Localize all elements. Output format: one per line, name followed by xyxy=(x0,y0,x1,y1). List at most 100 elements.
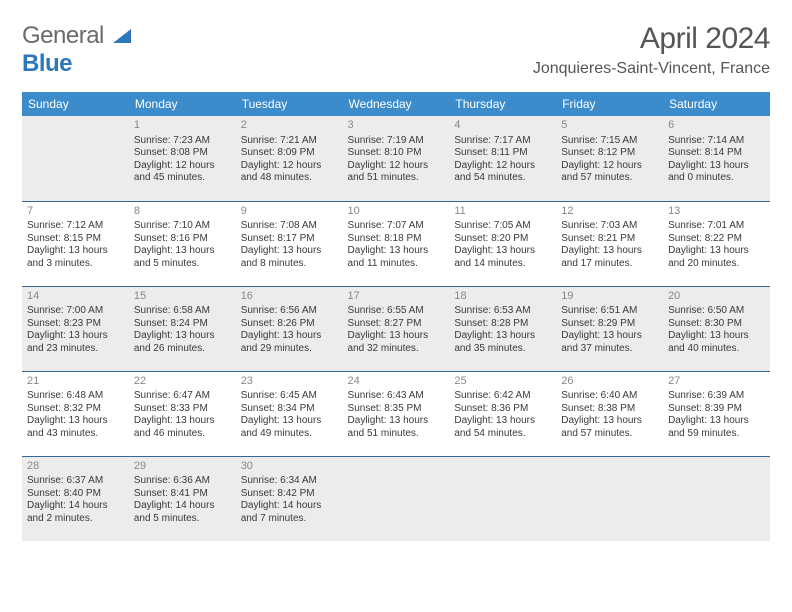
sunrise-text: Sunrise: 6:50 AM xyxy=(668,305,765,318)
daylight-text: Daylight: 13 hours and 32 minutes. xyxy=(348,330,445,355)
day-number: 18 xyxy=(454,290,551,304)
calendar-row: 7Sunrise: 7:12 AMSunset: 8:15 PMDaylight… xyxy=(22,201,770,286)
sunset-text: Sunset: 8:15 PM xyxy=(27,233,124,246)
daylight-text: Daylight: 14 hours and 5 minutes. xyxy=(134,500,231,525)
weekday-header: Saturday xyxy=(663,92,770,116)
daylight-text: Daylight: 12 hours and 51 minutes. xyxy=(348,160,445,185)
day-number: 4 xyxy=(454,119,551,133)
day-number: 19 xyxy=(561,290,658,304)
sunrise-text: Sunrise: 6:42 AM xyxy=(454,390,551,403)
sunset-text: Sunset: 8:36 PM xyxy=(454,403,551,416)
sunrise-text: Sunrise: 7:07 AM xyxy=(348,220,445,233)
calendar-cell: 13Sunrise: 7:01 AMSunset: 8:22 PMDayligh… xyxy=(663,201,770,286)
calendar-cell: 19Sunrise: 6:51 AMSunset: 8:29 PMDayligh… xyxy=(556,286,663,371)
sunrise-text: Sunrise: 6:48 AM xyxy=(27,390,124,403)
daylight-text: Daylight: 13 hours and 43 minutes. xyxy=(27,415,124,440)
sunrise-text: Sunrise: 6:55 AM xyxy=(348,305,445,318)
header: General Blue April 2024 Jonquieres-Saint… xyxy=(22,22,770,78)
sunrise-text: Sunrise: 7:01 AM xyxy=(668,220,765,233)
day-number: 7 xyxy=(27,205,124,219)
sunset-text: Sunset: 8:09 PM xyxy=(241,147,338,160)
day-number: 29 xyxy=(134,460,231,474)
day-number: 6 xyxy=(668,119,765,133)
weekday-header: Tuesday xyxy=(236,92,343,116)
sunset-text: Sunset: 8:39 PM xyxy=(668,403,765,416)
day-number: 30 xyxy=(241,460,338,474)
calendar-cell xyxy=(22,116,129,201)
daylight-text: Daylight: 14 hours and 7 minutes. xyxy=(241,500,338,525)
sunrise-text: Sunrise: 7:03 AM xyxy=(561,220,658,233)
sunrise-text: Sunrise: 7:08 AM xyxy=(241,220,338,233)
sunset-text: Sunset: 8:10 PM xyxy=(348,147,445,160)
calendar-cell: 12Sunrise: 7:03 AMSunset: 8:21 PMDayligh… xyxy=(556,201,663,286)
calendar-cell xyxy=(663,456,770,541)
sunset-text: Sunset: 8:18 PM xyxy=(348,233,445,246)
calendar-row: 21Sunrise: 6:48 AMSunset: 8:32 PMDayligh… xyxy=(22,371,770,456)
weekday-header: Monday xyxy=(129,92,236,116)
sunset-text: Sunset: 8:33 PM xyxy=(134,403,231,416)
day-number: 24 xyxy=(348,375,445,389)
daylight-text: Daylight: 13 hours and 40 minutes. xyxy=(668,330,765,355)
calendar-cell: 11Sunrise: 7:05 AMSunset: 8:20 PMDayligh… xyxy=(449,201,556,286)
day-number: 15 xyxy=(134,290,231,304)
calendar-cell: 10Sunrise: 7:07 AMSunset: 8:18 PMDayligh… xyxy=(343,201,450,286)
calendar-cell: 2Sunrise: 7:21 AMSunset: 8:09 PMDaylight… xyxy=(236,116,343,201)
sunset-text: Sunset: 8:21 PM xyxy=(561,233,658,246)
sunrise-text: Sunrise: 6:43 AM xyxy=(348,390,445,403)
calendar-row: 28Sunrise: 6:37 AMSunset: 8:40 PMDayligh… xyxy=(22,456,770,541)
calendar-cell xyxy=(556,456,663,541)
sunset-text: Sunset: 8:34 PM xyxy=(241,403,338,416)
daylight-text: Daylight: 13 hours and 8 minutes. xyxy=(241,245,338,270)
day-number: 2 xyxy=(241,119,338,133)
calendar-cell: 26Sunrise: 6:40 AMSunset: 8:38 PMDayligh… xyxy=(556,371,663,456)
calendar-cell: 14Sunrise: 7:00 AMSunset: 8:23 PMDayligh… xyxy=(22,286,129,371)
day-number: 22 xyxy=(134,375,231,389)
daylight-text: Daylight: 13 hours and 26 minutes. xyxy=(134,330,231,355)
calendar-cell: 20Sunrise: 6:50 AMSunset: 8:30 PMDayligh… xyxy=(663,286,770,371)
sunrise-text: Sunrise: 6:36 AM xyxy=(134,475,231,488)
sunset-text: Sunset: 8:38 PM xyxy=(561,403,658,416)
day-number: 27 xyxy=(668,375,765,389)
logo-triangle-icon xyxy=(113,22,131,49)
day-number: 25 xyxy=(454,375,551,389)
sunrise-text: Sunrise: 7:00 AM xyxy=(27,305,124,318)
sunset-text: Sunset: 8:22 PM xyxy=(668,233,765,246)
daylight-text: Daylight: 12 hours and 45 minutes. xyxy=(134,160,231,185)
day-number: 9 xyxy=(241,205,338,219)
daylight-text: Daylight: 13 hours and 29 minutes. xyxy=(241,330,338,355)
logo: General Blue xyxy=(22,22,131,78)
sunset-text: Sunset: 8:11 PM xyxy=(454,147,551,160)
day-number: 17 xyxy=(348,290,445,304)
calendar-cell: 5Sunrise: 7:15 AMSunset: 8:12 PMDaylight… xyxy=(556,116,663,201)
weekday-header: Wednesday xyxy=(343,92,450,116)
sunrise-text: Sunrise: 6:53 AM xyxy=(454,305,551,318)
day-number: 21 xyxy=(27,375,124,389)
daylight-text: Daylight: 12 hours and 48 minutes. xyxy=(241,160,338,185)
calendar-cell: 25Sunrise: 6:42 AMSunset: 8:36 PMDayligh… xyxy=(449,371,556,456)
calendar-cell: 7Sunrise: 7:12 AMSunset: 8:15 PMDaylight… xyxy=(22,201,129,286)
day-number: 16 xyxy=(241,290,338,304)
daylight-text: Daylight: 13 hours and 0 minutes. xyxy=(668,160,765,185)
day-number: 1 xyxy=(134,119,231,133)
sunrise-text: Sunrise: 7:10 AM xyxy=(134,220,231,233)
daylight-text: Daylight: 13 hours and 35 minutes. xyxy=(454,330,551,355)
weekday-row: Sunday Monday Tuesday Wednesday Thursday… xyxy=(22,92,770,116)
day-number: 12 xyxy=(561,205,658,219)
daylight-text: Daylight: 13 hours and 57 minutes. xyxy=(561,415,658,440)
sunrise-text: Sunrise: 6:56 AM xyxy=(241,305,338,318)
calendar-cell: 9Sunrise: 7:08 AMSunset: 8:17 PMDaylight… xyxy=(236,201,343,286)
calendar-cell: 24Sunrise: 6:43 AMSunset: 8:35 PMDayligh… xyxy=(343,371,450,456)
daylight-text: Daylight: 13 hours and 14 minutes. xyxy=(454,245,551,270)
sunrise-text: Sunrise: 7:23 AM xyxy=(134,135,231,148)
sunset-text: Sunset: 8:24 PM xyxy=(134,318,231,331)
day-number: 10 xyxy=(348,205,445,219)
daylight-text: Daylight: 13 hours and 3 minutes. xyxy=(27,245,124,270)
calendar-row: 14Sunrise: 7:00 AMSunset: 8:23 PMDayligh… xyxy=(22,286,770,371)
sunrise-text: Sunrise: 6:45 AM xyxy=(241,390,338,403)
sunset-text: Sunset: 8:26 PM xyxy=(241,318,338,331)
daylight-text: Daylight: 13 hours and 11 minutes. xyxy=(348,245,445,270)
calendar-cell: 18Sunrise: 6:53 AMSunset: 8:28 PMDayligh… xyxy=(449,286,556,371)
page: General Blue April 2024 Jonquieres-Saint… xyxy=(0,0,792,541)
calendar-cell: 8Sunrise: 7:10 AMSunset: 8:16 PMDaylight… xyxy=(129,201,236,286)
daylight-text: Daylight: 13 hours and 17 minutes. xyxy=(561,245,658,270)
